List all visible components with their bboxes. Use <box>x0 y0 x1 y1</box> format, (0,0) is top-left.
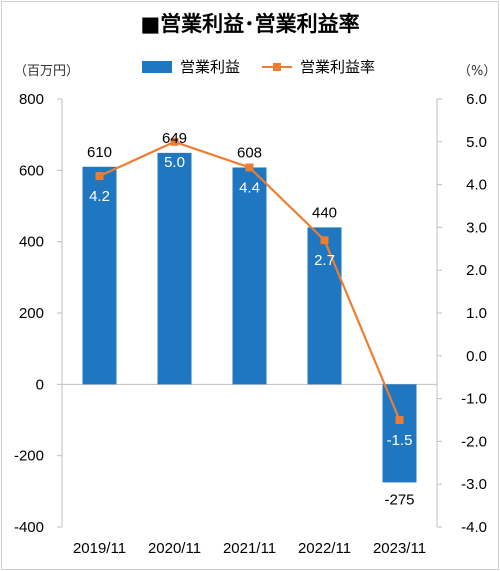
right-axis-tick-label: 5.0 <box>466 134 487 151</box>
margin-point <box>245 163 254 172</box>
bar-value-label: 440 <box>312 204 337 221</box>
left-axis-unit: （百万円） <box>14 64 80 79</box>
bar <box>82 166 117 385</box>
x-axis-tick-label: 2023/11 <box>373 540 426 557</box>
left-axis-tick-label: -400 <box>14 519 44 536</box>
x-axis-tick-label: 2019/11 <box>73 540 126 557</box>
margin-point <box>170 137 179 146</box>
legend-line-swatch <box>262 61 293 73</box>
x-axis-tick-label: 2020/11 <box>148 540 201 557</box>
x-axis-tick-label: 2022/11 <box>298 540 351 557</box>
margin-value-label: 2.7 <box>314 252 335 269</box>
bar-value-label: 649 <box>162 130 187 147</box>
bar <box>232 167 267 385</box>
left-axis-tick-label: 600 <box>19 162 44 179</box>
bar-value-label: 610 <box>87 144 112 161</box>
chart-title: ■営業利益･営業利益率 <box>140 12 360 36</box>
margin-value-label: 4.4 <box>239 179 260 196</box>
margin-value-label: 4.2 <box>89 188 110 205</box>
chart-legend: 営業利益 営業利益率 <box>142 56 375 77</box>
right-axis-tick-label: -4.0 <box>461 519 487 536</box>
right-axis-tick-label: 4.0 <box>466 177 487 194</box>
right-axis-tick-label: 6.0 <box>466 91 487 108</box>
bar-value-label: 608 <box>237 144 262 161</box>
right-axis-tick-label: -1.0 <box>461 391 487 408</box>
margin-value-label: -1.5 <box>387 432 413 449</box>
legend-bar-swatch <box>142 60 172 73</box>
left-axis-tick-label: 0 <box>36 376 44 393</box>
bar <box>382 384 417 483</box>
bar <box>157 152 192 385</box>
legend-bar-label: 営業利益 <box>180 58 241 76</box>
margin-value-label: 5.0 <box>164 154 185 171</box>
left-axis-tick-label: 400 <box>19 234 44 251</box>
margin-point <box>395 416 404 424</box>
left-axis-tick-label: 800 <box>19 91 44 108</box>
right-axis-tick-label: 3.0 <box>466 219 487 236</box>
right-axis-tick-label: 2.0 <box>466 262 487 279</box>
right-axis-unit: （%） <box>458 64 497 79</box>
right-axis-tick-label: 0.0 <box>466 348 487 365</box>
bar <box>307 227 342 385</box>
legend-line-label: 営業利益率 <box>300 58 376 76</box>
right-axis-tick-label: 1.0 <box>466 305 487 322</box>
x-axis-tick-label: 2021/11 <box>223 540 276 557</box>
margin-point <box>95 172 104 181</box>
left-axis-tick-label: -200 <box>14 448 44 465</box>
right-axis-tick-label: -2.0 <box>461 433 487 450</box>
left-axis-tick-label: 200 <box>19 305 44 322</box>
bar-value-label: -275 <box>384 491 414 508</box>
margin-point <box>320 236 329 245</box>
right-axis-tick-label: -3.0 <box>461 476 487 493</box>
